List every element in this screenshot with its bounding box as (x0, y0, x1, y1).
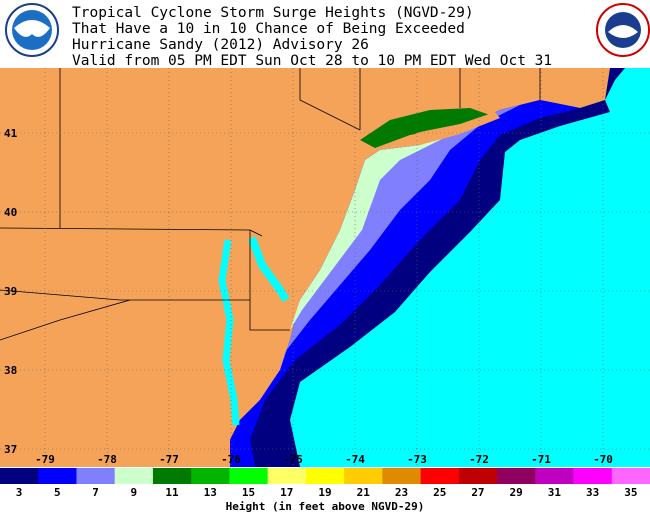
legend-swatch (611, 468, 650, 484)
legend-swatch (458, 468, 498, 484)
latitude-label: 40 (4, 206, 17, 219)
longitude-label: -70 (593, 453, 613, 466)
legend-label: 33 (586, 486, 599, 499)
legend-swatch (229, 468, 269, 484)
header: Tropical Cyclone Storm Surge Heights (NG… (72, 5, 552, 69)
legend-label: 17 (280, 486, 293, 499)
legend-swatch (305, 468, 345, 484)
legend-swatch (0, 468, 39, 484)
legend-swatch (76, 468, 116, 484)
legend-swatch (38, 468, 77, 484)
chesapeake-bay (218, 239, 240, 426)
longitude-label: -79 (35, 453, 55, 466)
legend-swatch (420, 468, 460, 484)
surge-9ft (290, 110, 500, 330)
header-line: Valid from 05 PM EDT Sun Oct 28 to 10 PM… (72, 53, 552, 69)
state-boundaries (0, 68, 541, 341)
long-island-sound-surge (360, 108, 490, 148)
legend-swatch (114, 468, 154, 484)
legend-label: 11 (165, 486, 179, 499)
header-line: Tropical Cyclone Storm Surge Heights (NG… (72, 5, 474, 21)
map (0, 68, 650, 467)
legend-swatch (267, 468, 307, 484)
longitude-label: -71 (531, 453, 551, 466)
surge-3ft (230, 68, 625, 467)
longitude-label: -72 (469, 453, 489, 466)
legend-label: 25 (433, 486, 446, 499)
latitude-label: 39 (4, 285, 17, 298)
legend-label: 35 (624, 486, 637, 499)
delaware-bay (248, 236, 290, 303)
legend-label: 27 (471, 486, 484, 499)
legend-swatch (152, 468, 192, 484)
legend-swatch (382, 468, 422, 484)
legend-label: 5 (54, 486, 61, 499)
legend-label: 9 (131, 486, 138, 499)
legend-label: 19 (318, 486, 331, 499)
ocean (230, 68, 650, 467)
legend-label: 3 (16, 486, 23, 499)
nws-logo (596, 3, 650, 57)
legend-title: Height (in feet above NGVD-29) (226, 500, 425, 513)
map-graticule: 41 40 39 38 37 -79 -78 -77 -76 -75 -74 -73 -72 -71 -70 (0, 68, 650, 467)
header-line: Hurricane Sandy (2012) Advisory 26 (72, 37, 369, 53)
longitude-label: -75 (283, 453, 303, 466)
header-line: That Have a 10 in 10 Chance of Being Exc… (72, 21, 465, 37)
legend-label: 29 (510, 486, 523, 499)
noaa-logo (5, 3, 59, 57)
legend-label: 21 (357, 486, 371, 499)
legend-label: 31 (548, 486, 562, 499)
longitude-label: -78 (97, 453, 117, 466)
latitude-label: 37 (4, 443, 17, 456)
longitude-label: -74 (345, 453, 365, 466)
legend-swatch (191, 468, 230, 484)
legend-swatch (497, 468, 536, 484)
legend-label: 7 (92, 486, 99, 499)
legend-label: 15 (242, 486, 255, 499)
legend-label: 13 (204, 486, 217, 499)
latitude-label: 38 (4, 364, 17, 377)
longitude-label: -73 (407, 453, 427, 466)
legend-swatch (535, 468, 575, 484)
legend-swatch (573, 468, 613, 484)
longitude-label: -76 (221, 453, 241, 466)
long-island (380, 112, 500, 148)
legend-swatch (344, 468, 383, 484)
longitude-label: -77 (159, 453, 179, 466)
latitude-label: 41 (4, 127, 18, 140)
legend-label: 23 (395, 486, 408, 499)
